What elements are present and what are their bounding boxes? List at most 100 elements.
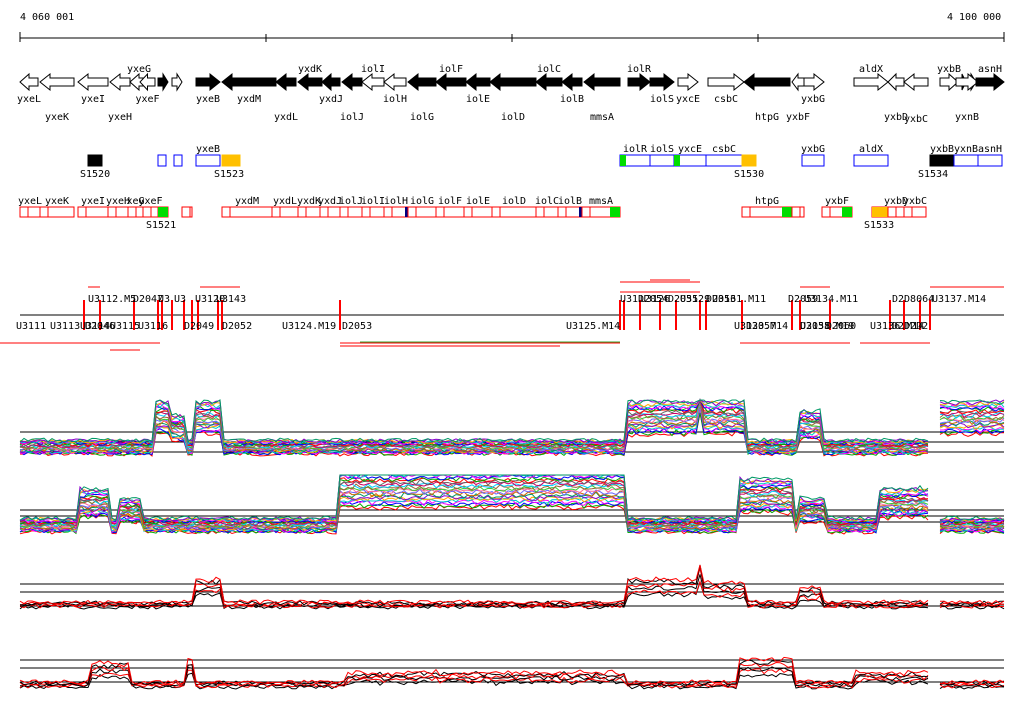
segment-label: yxeK bbox=[45, 196, 69, 207]
expression-profile bbox=[19, 474, 1005, 522]
gene-arrow bbox=[171, 72, 183, 92]
segment-label: yxeL bbox=[18, 196, 42, 207]
segment-box bbox=[903, 206, 927, 218]
gene-label: htpG bbox=[755, 112, 779, 123]
gene-arrow bbox=[791, 72, 805, 92]
tu-upper-label: D2047 bbox=[133, 294, 163, 305]
feature-box bbox=[929, 154, 955, 167]
gene-arrow bbox=[77, 72, 109, 92]
gene-label: iolC bbox=[537, 64, 561, 75]
segment-label: yxbF bbox=[825, 196, 849, 207]
expression-profile bbox=[19, 661, 1005, 687]
segment-label: iolB bbox=[558, 196, 582, 207]
feature-id-label: S1534 bbox=[918, 169, 948, 180]
segment-marker bbox=[579, 207, 582, 217]
segment-box bbox=[535, 206, 559, 218]
gene-arrow bbox=[195, 72, 221, 92]
gene-label: iolB bbox=[560, 94, 584, 105]
segment-marker bbox=[610, 207, 620, 217]
gene-arrow bbox=[955, 72, 979, 92]
gene-arrow bbox=[975, 72, 1005, 92]
feature-box bbox=[173, 154, 183, 167]
segment-label: yxdL bbox=[273, 196, 297, 207]
tu-upper-label: U3 bbox=[174, 294, 186, 305]
feature-label: yxeB bbox=[196, 144, 220, 155]
gene-label: yxbB bbox=[937, 64, 961, 75]
tu-upper-label: U3126 bbox=[640, 294, 670, 305]
segment-label: iolH bbox=[384, 196, 408, 207]
feature-track: yxeB iolR iolS yxcE csbC yxbG aldX yxbB yxnB asnH… bbox=[80, 144, 1003, 180]
segment-label: iolE bbox=[466, 196, 490, 207]
gene-label: iolJ bbox=[340, 112, 364, 123]
scale-ruler bbox=[19, 32, 1005, 42]
gene-arrow bbox=[887, 72, 905, 92]
gene-label: iolF bbox=[439, 64, 463, 75]
gene-label: iolR bbox=[627, 64, 652, 75]
gene-arrow bbox=[743, 72, 791, 92]
expression-profile bbox=[19, 564, 1004, 606]
gene-arrow bbox=[19, 72, 39, 92]
segment-label: yxdM bbox=[235, 196, 259, 207]
coord-end: 4 100 000 bbox=[947, 12, 1002, 23]
gene-arrow bbox=[275, 72, 297, 92]
feature-marker bbox=[674, 155, 680, 166]
gene-label: yxbG bbox=[801, 94, 825, 105]
gene-arrow bbox=[801, 72, 825, 92]
gene-label: aldX bbox=[859, 64, 883, 75]
gene-label: yxeG bbox=[127, 64, 151, 75]
segment-box bbox=[361, 206, 385, 218]
gene-arrow bbox=[109, 72, 131, 92]
gene-arrow bbox=[939, 72, 959, 92]
gene-label: yxbF bbox=[786, 112, 810, 123]
expression-profile bbox=[19, 399, 1005, 443]
tu-lower-label: D2057 bbox=[746, 321, 776, 332]
tu-lower-label: U3114 bbox=[80, 321, 110, 332]
feature-box bbox=[801, 154, 825, 167]
segment-box bbox=[77, 206, 109, 218]
coord-start: 4 060 001 bbox=[20, 12, 75, 23]
expression-panel-3 bbox=[19, 564, 1005, 610]
gene-label: yxdJ bbox=[319, 94, 343, 105]
feature-id-label: S1530 bbox=[734, 169, 764, 180]
gene-label: iolI bbox=[361, 64, 385, 75]
segment-box bbox=[181, 206, 193, 218]
segment-box bbox=[407, 206, 437, 218]
segment-marker bbox=[158, 207, 168, 217]
segment-label: yxbC bbox=[903, 196, 927, 207]
gene-arrow bbox=[853, 72, 889, 92]
feature-box bbox=[649, 154, 675, 167]
segment-box bbox=[435, 206, 465, 218]
tu-upper-label: D2055 bbox=[668, 294, 698, 305]
expression-panels bbox=[19, 398, 1005, 690]
feature-box bbox=[953, 154, 979, 167]
segment-box bbox=[319, 206, 341, 218]
gene-arrow bbox=[435, 72, 467, 92]
expression-panel-1 bbox=[19, 398, 1005, 457]
segment-label: xeG bbox=[126, 196, 144, 207]
expression-profile bbox=[19, 656, 1005, 685]
gene-label: mmsA bbox=[590, 112, 614, 123]
feature-label: yxnB bbox=[954, 144, 978, 155]
gene-label: yxbD bbox=[884, 112, 908, 123]
segment-marker bbox=[782, 207, 792, 217]
tu-upper-label: D2D8064 bbox=[892, 294, 934, 305]
gene-arrow bbox=[903, 72, 929, 92]
expression-profile bbox=[19, 398, 1005, 449]
expression-profile bbox=[19, 567, 1005, 607]
gene-label: iolD bbox=[501, 112, 525, 123]
gene-arrow bbox=[583, 72, 621, 92]
feature-label: yxbB bbox=[930, 144, 954, 155]
segment-label: yxeF bbox=[138, 196, 162, 207]
tu-lower-label: D2060 bbox=[826, 321, 856, 332]
gene-label: yxeB bbox=[196, 94, 220, 105]
tu-lower-label: D2058 bbox=[800, 321, 830, 332]
tu-upper-label: U3134.M11 bbox=[804, 294, 858, 305]
feature-box bbox=[741, 154, 757, 167]
tu-upper-label: U3 bbox=[158, 294, 170, 305]
gene-label: yxcE bbox=[676, 94, 700, 105]
feature-label: asnH bbox=[978, 144, 1002, 155]
gene-arrow bbox=[489, 72, 537, 92]
